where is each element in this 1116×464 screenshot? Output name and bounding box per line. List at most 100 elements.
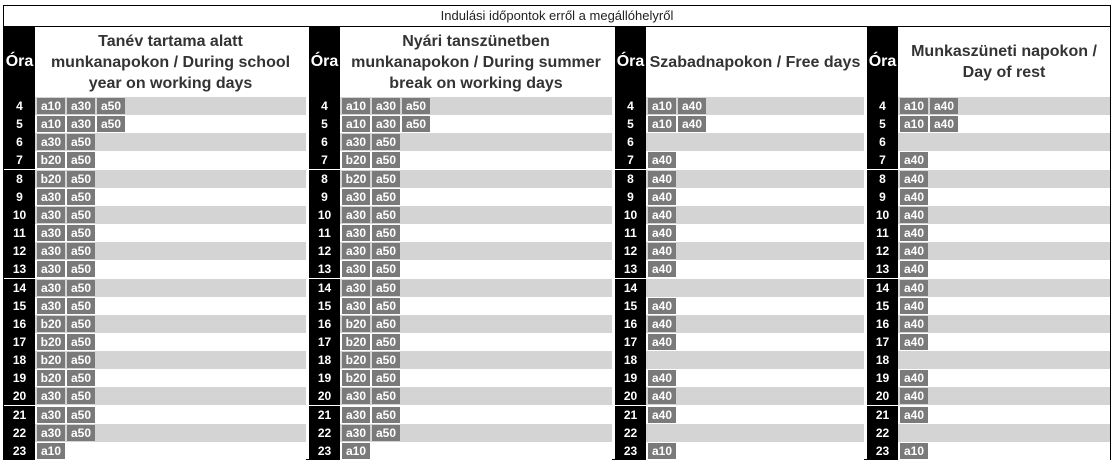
hour-cell: 12 (309, 242, 340, 261)
departures-lane: a40 (898, 205, 1110, 224)
hour-cell: 12 (615, 242, 646, 261)
departure-minute: b20 (37, 315, 65, 332)
departures-lane: a30 a50 (35, 405, 306, 424)
hour-cell: 22 (615, 423, 646, 442)
section-rows: 4 a10 a30 a50 5 a10 a30 a50 6 a30 a50 7 b20 a50 8 b20 a5… (309, 97, 612, 460)
departure-minute: a50 (372, 188, 400, 205)
hour-cell: 13 (309, 260, 340, 279)
table-row: 23 a10 (867, 441, 1110, 460)
departure-minute: a40 (648, 333, 676, 350)
hour-cell: 21 (4, 405, 35, 424)
departures-lane: a40 (898, 224, 1110, 243)
hour-cell: 15 (867, 296, 898, 315)
table-row: 21 a40 (867, 405, 1110, 424)
table-row: 4 a10 a40 (615, 97, 864, 115)
departure-minute: a40 (900, 297, 928, 314)
table-row: 6 a30 a50 (4, 133, 306, 152)
section-rows: 4 a10 a40 5 a10 a40 6 7 a40 8 a40 9 a40 10 a40 11 a40 12 a… (867, 97, 1110, 460)
table-row: 13 a40 (615, 260, 864, 279)
departure-minute: a40 (648, 206, 676, 223)
departure-minute: a40 (900, 333, 928, 350)
departure-minute: a30 (37, 188, 65, 205)
table-row: 9 a40 (867, 187, 1110, 206)
departure-minute: a30 (37, 406, 65, 423)
hour-cell: 6 (867, 133, 898, 152)
departures-lane: a10 a30 a50 (340, 115, 612, 134)
departure-minute: a50 (372, 333, 400, 350)
departure-minute: a30 (37, 225, 65, 242)
departure-minute: a40 (648, 170, 676, 187)
hour-cell: 18 (4, 351, 35, 370)
departures-lane (898, 133, 1110, 152)
hour-cell: 10 (309, 205, 340, 224)
departure-minute: b20 (37, 370, 65, 387)
departure-minute: a30 (342, 261, 370, 278)
departures-lane: a30 a50 (35, 278, 306, 297)
departure-minute: a40 (900, 152, 928, 169)
departures-lane: a30 a50 (35, 205, 306, 224)
departures-lane: a40 (898, 405, 1110, 424)
departure-minute: a50 (372, 261, 400, 278)
hour-cell: 17 (615, 332, 646, 351)
hour-cell: 14 (615, 278, 646, 297)
section-title: Szabadnapokon / Free days (649, 53, 861, 71)
departure-minute: a50 (67, 152, 95, 169)
departure-minute: a30 (342, 279, 370, 296)
departure-minute: a40 (900, 315, 928, 332)
table-row: 20 a40 (867, 387, 1110, 406)
hour-cell: 7 (4, 151, 35, 170)
departure-minute: a10 (342, 442, 370, 459)
departures-lane: a40 (898, 314, 1110, 333)
departures-lane: a40 (646, 205, 864, 224)
departures-lane: a10 a30 a50 (35, 115, 306, 134)
hour-cell: 19 (4, 369, 35, 388)
departure-minute: b20 (342, 315, 370, 332)
hour-cell: 8 (309, 169, 340, 188)
departure-minute: a50 (372, 352, 400, 369)
table-row: 23 a10 (4, 441, 306, 460)
hour-cell: 18 (867, 351, 898, 370)
hour-cell: 15 (615, 296, 646, 315)
departures-lane: b20 a50 (35, 351, 306, 370)
departures-lane: a40 (898, 278, 1110, 297)
departures-lane: a30 a50 (340, 242, 612, 261)
hour-cell: 11 (615, 224, 646, 243)
hour-cell: 16 (309, 314, 340, 333)
table-row: 9 a40 (615, 187, 864, 206)
departure-minute: a30 (342, 225, 370, 242)
table-row: 10 a40 (615, 205, 864, 224)
departures-lane: a10 a40 (898, 97, 1110, 115)
hour-cell: 16 (4, 314, 35, 333)
hour-cell: 16 (615, 314, 646, 333)
hour-cell: 17 (867, 332, 898, 351)
hour-column-header: Óra (4, 27, 35, 97)
table-row: 7 a40 (615, 151, 864, 170)
departures-lane: a40 (646, 369, 864, 388)
table-row: 13 a40 (867, 260, 1110, 279)
table-row: 18 b20 a50 (4, 351, 306, 370)
table-row: 11 a40 (615, 224, 864, 243)
departure-minute: a40 (900, 406, 928, 423)
section-header: Óra Szabadnapokon / Free days (615, 27, 864, 97)
table-row: 16 a40 (615, 314, 864, 333)
table-row: 4 a10 a30 a50 (309, 97, 612, 115)
departure-minute: a30 (342, 206, 370, 223)
departures-lane: a30 a50 (340, 187, 612, 206)
table-row: 14 (615, 278, 864, 297)
hour-cell: 4 (309, 97, 340, 115)
departures-lane: a30 a50 (340, 205, 612, 224)
departure-minute: a50 (402, 98, 430, 114)
section-title: Nyári tanszünetben munkanapokon / During… (351, 32, 601, 92)
table-row: 13 a30 a50 (309, 260, 612, 279)
table-row: 14 a30 a50 (309, 278, 612, 297)
table-row: 5 a10 a30 a50 (4, 115, 306, 134)
hour-cell: 18 (615, 351, 646, 370)
departure-minute: a40 (900, 279, 928, 296)
table-row: 20 a40 (615, 387, 864, 406)
hour-cell: 9 (867, 187, 898, 206)
departure-minute: a50 (372, 297, 400, 314)
hour-cell: 12 (867, 242, 898, 261)
departures-lane: b20 a50 (35, 369, 306, 388)
departures-lane: a40 (646, 260, 864, 279)
departure-minute: a40 (648, 152, 676, 169)
